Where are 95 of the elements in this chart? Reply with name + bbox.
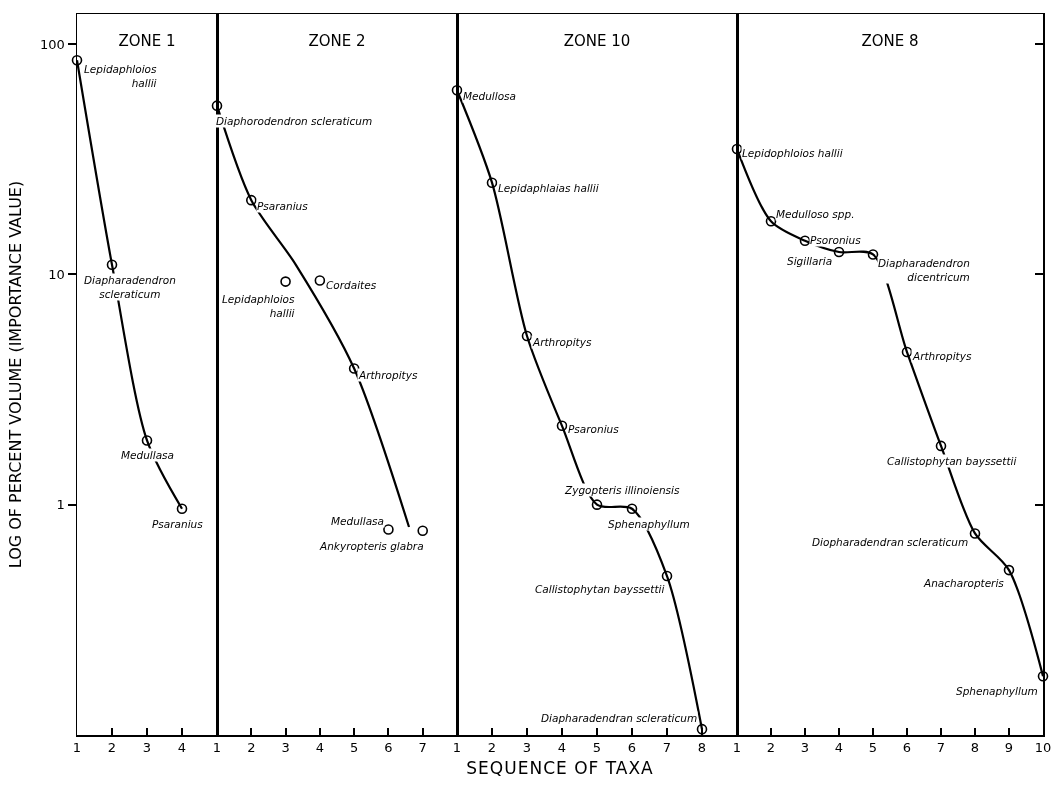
- x-tick-label: 6: [384, 740, 393, 756]
- text: ZONE 10: [563, 32, 631, 51]
- point: [314, 275, 326, 286]
- point: [969, 528, 981, 539]
- annotation: Zygopteris illinoiensis: [564, 484, 680, 496]
- annotation: Callistophytan bayssettii: [887, 455, 1017, 467]
- x-tick-label: 3: [800, 740, 810, 756]
- text: ZONE 1: [118, 32, 176, 51]
- point: [176, 503, 188, 515]
- point: [106, 259, 118, 271]
- point: [521, 330, 533, 342]
- point: [867, 249, 879, 260]
- annotation: Sigillaria: [787, 255, 833, 267]
- annotation: Diaphorodendron scleraticum: [216, 115, 373, 127]
- x-tick-label: 7: [418, 740, 427, 756]
- annotation: Psoronius: [810, 234, 862, 246]
- point: [556, 420, 568, 432]
- annotation: Ankyropteris glabra: [319, 540, 424, 552]
- x-tick-label: 5: [592, 740, 602, 756]
- x-tick-label: 3: [522, 740, 532, 756]
- x-tick-label: 8: [970, 740, 980, 756]
- annotation: Diapharadendran scleraticum: [541, 712, 698, 724]
- x-tick-label: 2: [487, 740, 497, 756]
- x-tick-label: 7: [662, 740, 672, 756]
- point: [451, 84, 463, 96]
- point: [141, 435, 153, 446]
- point: [935, 440, 947, 452]
- annotation: Diapharadendron scleraticum: [84, 274, 176, 300]
- x-tick-label: 9: [1004, 740, 1014, 756]
- annotation: Lepidaphlaias hallii: [498, 182, 599, 194]
- x-tick-label: 2: [107, 740, 117, 756]
- y-tick-label: 10: [48, 266, 65, 282]
- point: [486, 177, 498, 188]
- x-tick-label: 1: [452, 740, 462, 756]
- point: [731, 143, 743, 155]
- point: [383, 524, 394, 535]
- annotation: Callistophytan bayssettii: [535, 583, 665, 595]
- annotation: Medullasa: [121, 449, 175, 461]
- point: [765, 215, 777, 227]
- y-tick-label: 1: [56, 497, 65, 513]
- annotation: Anacharopteris: [923, 577, 1005, 589]
- annotation: Psaranius: [257, 200, 309, 212]
- x-tick-label: 2: [247, 740, 256, 756]
- annotation: Sphenaphyllum: [956, 685, 1038, 697]
- x-tick-label: 1: [732, 740, 742, 756]
- x-tick-label: 2: [766, 740, 776, 756]
- point: [591, 499, 603, 510]
- x-tick-label: 4: [315, 740, 324, 756]
- annotation: Medullasa: [331, 515, 385, 527]
- text: ZONE 8: [861, 32, 919, 51]
- annotation: Diopharadendran scleraticum: [812, 536, 969, 548]
- point: [833, 246, 845, 258]
- point: [71, 54, 83, 66]
- point: [626, 503, 638, 515]
- annotation: Arthropitys: [358, 369, 418, 381]
- x-tick-label: 3: [142, 740, 152, 756]
- annotation: Lepidaphloios hallii: [222, 293, 295, 319]
- annotation: Medulloso spp.: [776, 208, 855, 220]
- point: [901, 346, 913, 358]
- point: [245, 194, 257, 206]
- annotation: Medullosa: [463, 90, 517, 102]
- x-tick-label: 1: [212, 740, 222, 756]
- x-tick-label: 3: [281, 740, 290, 756]
- point: [1003, 564, 1015, 576]
- x-tick-label: 4: [834, 740, 844, 756]
- annotation: Sphenaphyllum: [608, 518, 690, 530]
- annotation: Cordaites: [326, 279, 377, 291]
- x-tick-label: 5: [868, 740, 878, 756]
- y-axis-title: LOG OF PERCENT VOLUME (IMPORTANCE VALUE): [6, 180, 26, 569]
- x-tick-label: 4: [557, 740, 567, 756]
- point: [417, 525, 429, 537]
- text: ZONE 2: [308, 32, 366, 51]
- x-axis-title: SEQUENCE OF TAXA: [466, 758, 654, 778]
- annotation: Arthropitys: [532, 336, 592, 348]
- annotation: Diapharadendron dicentricum: [878, 257, 970, 283]
- y-tick-label: 100: [40, 36, 65, 52]
- x-tick-label: 1: [72, 740, 82, 756]
- point: [348, 363, 360, 374]
- point: [280, 276, 291, 287]
- annotation: Psaronius: [568, 423, 620, 435]
- x-tick-label: 8: [697, 740, 707, 756]
- x-tick-label: 6: [627, 740, 637, 756]
- annotation: Lepidaphloios hallii: [84, 63, 157, 89]
- point: [661, 570, 673, 582]
- point: [799, 235, 811, 246]
- x-tick-label: 4: [177, 740, 187, 756]
- x-tick-label: 10: [1034, 740, 1052, 756]
- x-tick-label: 5: [350, 740, 359, 756]
- x-tick-label: 7: [936, 740, 946, 756]
- point: [211, 100, 223, 111]
- annotation: Arthropitys: [912, 350, 972, 362]
- annotation: Lepidophloios hallii: [742, 147, 843, 159]
- annotation: Psaranius: [152, 518, 204, 530]
- point: [1037, 670, 1049, 682]
- x-tick-label: 6: [902, 740, 912, 756]
